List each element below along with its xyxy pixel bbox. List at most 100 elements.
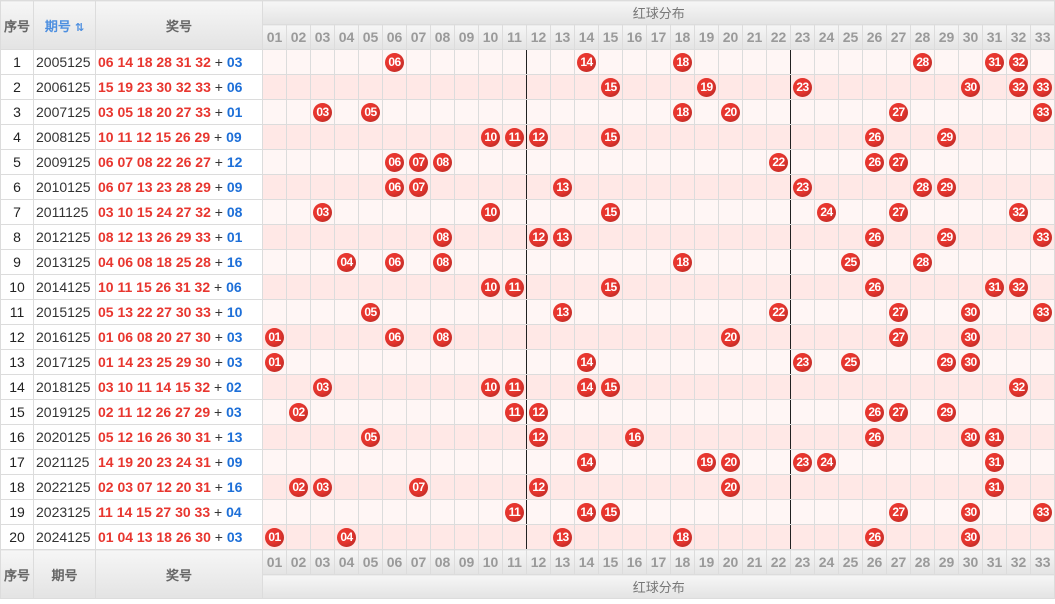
distribution-cell	[958, 149, 983, 175]
distribution-cell: 24	[814, 449, 839, 475]
distribution-cell	[814, 524, 839, 550]
footer-number-col-32: 32	[1006, 549, 1031, 575]
row-period: 2012125	[33, 224, 96, 250]
distribution-cell	[694, 99, 719, 125]
distribution-cell	[694, 499, 719, 525]
distribution-cell	[742, 299, 767, 325]
distribution-cell	[478, 524, 503, 550]
row-prize-numbers: 06 14 18 28 31 32 + 03	[95, 49, 263, 75]
distribution-cell	[718, 149, 743, 175]
distribution-cell	[406, 249, 431, 275]
red-ball: 20	[721, 102, 740, 122]
distribution-cell	[982, 399, 1007, 425]
red-ball: 20	[721, 327, 740, 347]
distribution-cell	[358, 199, 383, 225]
distribution-cell	[1029, 249, 1055, 275]
row-index: 2	[0, 74, 34, 100]
distribution-cell	[646, 424, 671, 450]
red-ball: 10	[481, 202, 500, 222]
distribution-cell	[310, 449, 335, 475]
distribution-cell	[646, 374, 671, 400]
red-ball: 15	[601, 202, 620, 222]
distribution-cell	[1029, 274, 1055, 300]
plus-sign: +	[214, 229, 223, 245]
distribution-cell	[934, 249, 959, 275]
distribution-cell	[574, 524, 599, 550]
distribution-cell: 26	[862, 524, 887, 550]
header-number-col-12: 12	[526, 24, 551, 50]
distribution-cell	[1029, 424, 1055, 450]
footer-number-col-04: 04	[334, 549, 359, 575]
distribution-cell	[406, 74, 431, 100]
distribution-cell	[934, 324, 959, 350]
distribution-cell	[790, 424, 815, 450]
footer-number-col-03: 03	[310, 549, 335, 575]
distribution-cell	[766, 499, 791, 525]
header-number-col-01: 01	[262, 24, 287, 50]
distribution-cell	[550, 449, 575, 475]
distribution-cell	[910, 324, 935, 350]
distribution-cell	[454, 274, 479, 300]
red-ball: 03	[313, 102, 332, 122]
table-row: 5 2009125 06 07 08 22 26 27 + 12 06 07 08 22 26…	[0, 149, 1055, 175]
distribution-cell	[910, 199, 935, 225]
distribution-cell	[262, 424, 287, 450]
footer-number-col-31: 31	[982, 549, 1007, 575]
distribution-cell	[718, 49, 743, 75]
red-ball: 11	[505, 277, 524, 297]
distribution-cell: 29	[934, 224, 959, 250]
distribution-cell	[694, 199, 719, 225]
row-prize-numbers: 02 03 07 12 20 31 + 16	[95, 474, 263, 500]
distribution-cell	[934, 99, 959, 125]
row-prize-numbers: 04 06 08 18 25 28 + 16	[95, 249, 263, 275]
red-numbers: 08 12 13 26 29 33	[98, 229, 211, 245]
distribution-cell	[790, 99, 815, 125]
distribution-cell	[310, 74, 335, 100]
red-ball: 13	[553, 527, 572, 547]
red-ball: 24	[817, 452, 836, 472]
blue-number: 03	[226, 354, 243, 370]
distribution-cell	[1006, 124, 1031, 150]
distribution-cell	[598, 424, 623, 450]
sort-icon[interactable]: ⇅	[74, 21, 85, 34]
red-ball: 14	[577, 502, 596, 522]
red-ball: 32	[1009, 202, 1028, 222]
distribution-cell	[718, 499, 743, 525]
red-ball: 18	[673, 102, 692, 122]
distribution-cell	[526, 499, 551, 525]
red-ball: 27	[889, 152, 908, 172]
table-row: 8 2012125 08 12 13 26 29 33 + 01 08 12 13 26 29…	[0, 224, 1055, 250]
row-period: 2019125	[33, 399, 96, 425]
period-header[interactable]: 期号 ⇅	[33, 0, 96, 50]
blue-number: 03	[226, 404, 242, 420]
distribution-cell	[598, 449, 623, 475]
distribution-cell	[910, 124, 935, 150]
distribution-cell	[286, 174, 311, 200]
distribution-cell	[982, 299, 1007, 325]
distribution-cell	[886, 224, 911, 250]
red-ball: 06	[385, 177, 404, 197]
distribution-cell	[262, 99, 287, 125]
footer-number-col-28: 28	[910, 549, 935, 575]
distribution-cell: 23	[790, 349, 815, 375]
distribution-cell	[622, 174, 647, 200]
distribution-cell	[454, 349, 479, 375]
distribution-cell	[742, 74, 767, 100]
distribution-cell	[1029, 399, 1055, 425]
distribution-cell	[766, 324, 791, 350]
distribution-cell: 27	[886, 324, 911, 350]
red-ball: 32	[1009, 277, 1028, 297]
red-ball: 20	[721, 477, 740, 497]
distribution-cell	[982, 374, 1007, 400]
red-ball: 27	[889, 502, 908, 522]
distribution-cell	[454, 49, 479, 75]
footer-number-col-20: 20	[718, 549, 743, 575]
red-ball: 14	[577, 377, 596, 397]
red-ball: 15	[601, 277, 620, 297]
red-ball: 01	[265, 527, 284, 547]
plus-sign: +	[214, 379, 223, 395]
distribution-cell	[310, 424, 335, 450]
red-ball: 22	[769, 152, 788, 172]
distribution-cell	[622, 224, 647, 250]
